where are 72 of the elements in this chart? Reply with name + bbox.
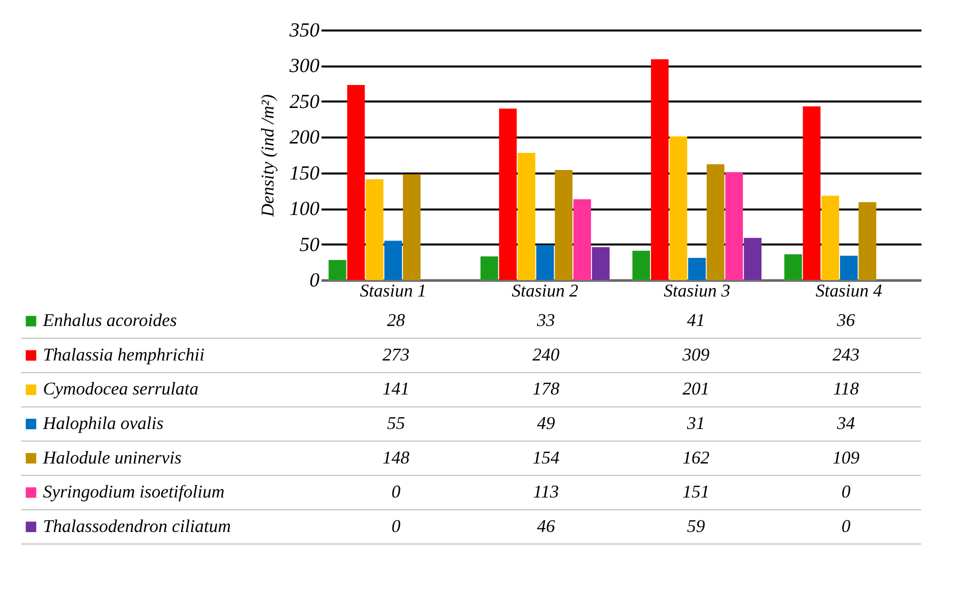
data-label: 243	[832, 344, 860, 364]
legend-label: Syringodium isoetifolium	[43, 482, 224, 502]
data-label: 201	[682, 378, 710, 399]
x-tick-label: Stasiun 4	[816, 280, 882, 300]
bar	[536, 245, 554, 280]
bar	[840, 256, 858, 280]
bar	[784, 254, 802, 280]
bar	[688, 258, 706, 280]
bar	[670, 136, 688, 280]
legend-label: Cymodocea serrulata	[43, 378, 198, 399]
data-label: 0	[392, 516, 400, 536]
data-label: 0	[842, 482, 850, 502]
y-tick-label: 350	[288, 20, 320, 42]
legend-label: Thalassia hemphrichii	[43, 344, 205, 364]
y-tick-label: 300	[288, 55, 320, 78]
bar	[499, 108, 517, 280]
bar	[366, 179, 384, 280]
bar	[858, 202, 876, 280]
bar	[554, 170, 572, 280]
legend-label: Halodule uninervis	[42, 447, 182, 468]
data-label: 41	[687, 310, 705, 330]
data-label: 59	[687, 516, 705, 536]
y-tick-label: 200	[290, 126, 320, 149]
bar	[480, 256, 498, 280]
x-tick-label: Stasiun 2	[512, 280, 578, 300]
data-label: 0	[842, 516, 850, 536]
legend-label: Halophila ovalis	[42, 413, 164, 433]
data-label: 273	[382, 344, 410, 364]
data-label: 109	[832, 447, 860, 468]
bar	[402, 174, 421, 280]
legend-label: Enhalus acoroides	[42, 310, 177, 330]
y-tick-label: 50	[300, 234, 320, 256]
data-label: 0	[392, 482, 400, 502]
y-tick-label: 150	[290, 162, 320, 184]
data-label: 240	[532, 344, 560, 364]
bar	[744, 238, 762, 280]
x-tick-label: Stasiun 1	[360, 280, 426, 300]
data-label: 309	[682, 344, 710, 364]
bar	[347, 85, 365, 280]
data-label: 178	[532, 378, 560, 399]
data-label: 34	[836, 413, 855, 433]
bar	[328, 260, 346, 280]
bar	[821, 196, 840, 280]
x-tick-label: Stasiun 3	[664, 280, 730, 300]
bar	[518, 152, 536, 280]
data-label: 55	[387, 413, 405, 433]
data-label: 36	[836, 310, 855, 330]
data-label: 148	[382, 447, 410, 468]
y-tick-label: 250	[290, 90, 320, 113]
data-label: 33	[536, 310, 555, 330]
data-label: 118	[833, 378, 859, 399]
bar	[706, 164, 724, 280]
data-label: 46	[537, 516, 555, 536]
data-label: 31	[686, 413, 705, 433]
bar	[632, 250, 650, 280]
y-tick-label: 0	[310, 270, 320, 292]
data-label: 141	[382, 378, 410, 399]
bar	[592, 247, 610, 280]
bar	[725, 172, 743, 280]
data-label: 154	[532, 447, 560, 468]
data-label: 113	[533, 482, 559, 502]
y-axis-title: Density (ind /m²)	[258, 94, 278, 218]
data-label: 28	[387, 310, 405, 330]
legend-label: Thalassodendron ciliatum	[43, 516, 231, 536]
data-label: 151	[682, 482, 710, 502]
bar	[384, 240, 402, 280]
bar	[650, 59, 669, 280]
data-label: 49	[537, 413, 555, 433]
bar	[802, 106, 821, 280]
bar	[573, 199, 592, 280]
y-tick-label: 100	[290, 198, 320, 220]
data-label: 162	[682, 447, 710, 468]
